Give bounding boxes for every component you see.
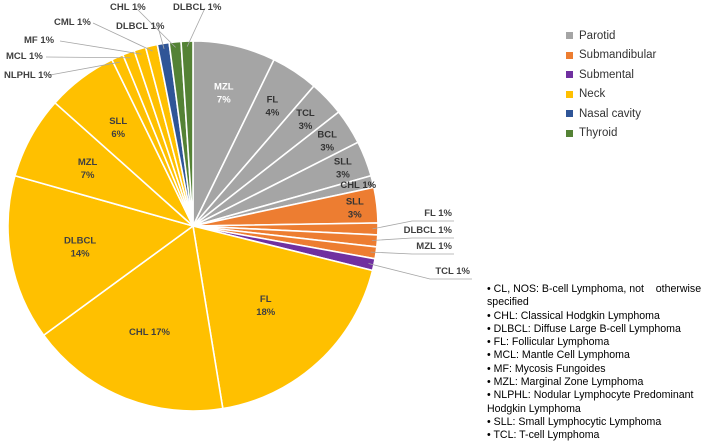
leader-line	[186, 7, 206, 47]
abbreviation-item: • CL, NOS: B-cell Lymphoma, not otherwis…	[487, 283, 705, 309]
slice-label-neck-nlphl: NLPHL 1%	[4, 70, 52, 81]
legend-item-thyroid: Thyroid	[566, 124, 706, 144]
leader-line	[45, 56, 131, 59]
leader-line	[59, 40, 142, 55]
slice-label-neck-mcl: MCL 1%	[6, 51, 43, 62]
slice-label-neck-cml: CML 1%	[54, 17, 91, 28]
legend-swatch-neck	[566, 90, 573, 98]
slice-label-neck-dlbcl: DLBCL 14%	[64, 235, 96, 259]
pie-slice-neck-fl	[192, 224, 374, 410]
legend-item-parotid: Parotid	[566, 26, 706, 46]
leader-line	[135, 7, 176, 48]
legend-swatch-submental	[566, 71, 573, 79]
slice-label-parotid-mzl: MZL 7%	[214, 82, 234, 106]
abbreviation-item: • CHL: Classical Hodgkin Lymphoma	[487, 309, 660, 322]
leader-lines	[45, 7, 472, 280]
slice-label-submandibular-sll: SLL 3%	[346, 197, 364, 221]
slice-label-parotid-chl: CHL 1%	[340, 180, 376, 191]
slice-label-submandibular-fl: FL 1%	[424, 208, 452, 219]
pie-slice-neck-dlbcl	[7, 174, 195, 337]
slice-label-neck-chl: CHL 17%	[129, 327, 171, 338]
legend-label: Thyroid	[579, 127, 618, 140]
slice-label-thyroid-dlbcl: DLBCL 1%	[173, 2, 222, 13]
abbreviation-list: • CL, NOS: B-cell Lymphoma, not otherwis…	[487, 283, 706, 443]
abbreviation-item: • MF: Mycosis Fungoides	[487, 362, 606, 375]
slice-label-submandibular-dlbcl: DLBCL 1%	[404, 225, 453, 236]
abbreviation-item: • TCL: T-cell Lymphoma	[487, 429, 600, 442]
legend-swatch-nasal-cavity	[566, 110, 573, 118]
pie-slices	[7, 40, 379, 412]
slice-label-neck-fl: FL 18%	[256, 294, 276, 318]
legend-label: Neck	[579, 88, 606, 101]
legend-swatch-submandibular	[566, 51, 573, 59]
slice-label-neck-mf: MF 1%	[24, 35, 55, 46]
slice-label-submandibular-mzl: MZL 1%	[416, 241, 452, 252]
pie-slice-thyroid-dlbcl	[180, 40, 194, 227]
slice-label-submental-tcl: TCL 1%	[435, 266, 470, 277]
legend-item-nasal-cavity: Nasal cavity	[566, 104, 706, 124]
abbreviation-item: • NLPHL: Nodular Lymphocyte Predominant …	[487, 389, 697, 415]
legend-item-neck: Neck	[566, 85, 706, 105]
pie-slice-neck-chl	[42, 224, 224, 412]
slice-label-parotid-bcl: BCL 3%	[317, 130, 337, 154]
slice-label-parotid-tcl: TCL 3%	[296, 108, 315, 132]
abbreviation-item: • DLBCL: Diffuse Large B-cell Lymphoma	[487, 322, 681, 335]
legend-label: Submental	[579, 68, 634, 81]
slice-label-parotid-fl: FL 4%	[266, 95, 280, 119]
leader-line	[92, 22, 153, 52]
leader-line	[49, 61, 120, 76]
data-labels: MZL 7% FL 4% TCL 3%BCL 3%SLL 3%CHL 1%SLL 3% FL 1%…	[4, 2, 471, 338]
legend-item-submental: Submental	[566, 65, 706, 85]
legend-swatch-thyroid	[566, 129, 573, 137]
legend-label: Nasal cavity	[579, 107, 641, 120]
slice-label-thyroid-chl: CHL 1%	[110, 2, 146, 13]
leader-line	[371, 237, 454, 241]
legend-swatch-parotid	[566, 32, 573, 40]
legend-label: Submandibular	[579, 49, 657, 62]
legend-label: Parotid	[579, 29, 616, 42]
slice-label-parotid-sll: SLL 3%	[334, 156, 352, 180]
chart-legend: Parotid Submandibular Submental Neck Nas…	[566, 26, 706, 143]
leader-line	[368, 263, 472, 280]
pie-chart: MZL 7% FL 4% TCL 3%BCL 3%SLL 3%CHL 1%SLL 3% FL 1%…	[4, 2, 472, 412]
slice-label-neck-mzl: MZL 7%	[78, 157, 98, 181]
leader-line	[370, 251, 454, 255]
abbreviation-item: • MCL: Mantle Cell Lymphoma	[487, 349, 630, 362]
abbreviation-item: • FL: Follicular Lymphoma	[487, 336, 610, 349]
leader-line	[372, 220, 454, 230]
abbreviation-item: • MZL: Marginal Zone Lymphoma	[487, 376, 644, 389]
abbreviation-item: • SLL: Small Lymphocytic Lymphoma	[487, 415, 662, 428]
legend-item-submandibular: Submandibular	[566, 46, 706, 66]
slice-label-nasal-cavity-dlbcl: DLBCL 1%	[116, 21, 165, 32]
slice-label-neck-sll: SLL 6%	[109, 116, 127, 140]
